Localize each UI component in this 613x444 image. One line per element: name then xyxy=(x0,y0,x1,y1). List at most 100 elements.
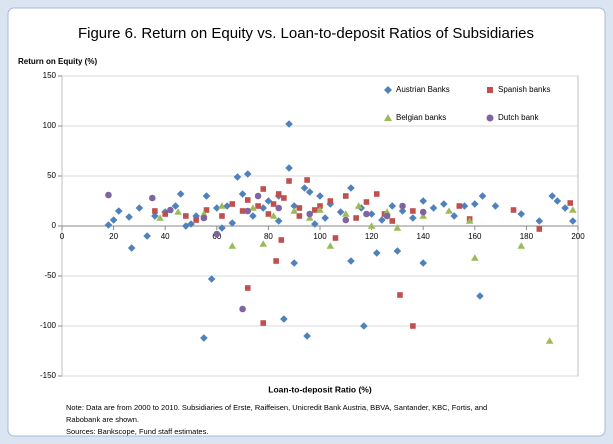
point xyxy=(244,207,252,215)
point xyxy=(419,208,427,216)
note: Note: Data are from 2000 to 2010. Subsid… xyxy=(66,403,487,412)
point xyxy=(125,213,133,221)
point xyxy=(347,184,355,192)
point xyxy=(342,216,350,224)
chart-area xyxy=(7,7,606,437)
point xyxy=(290,202,298,210)
legend-label: Austrian Banks xyxy=(396,85,450,94)
point xyxy=(264,197,273,205)
chart-title: Figure 6. Return on Equity vs. Loan-to-d… xyxy=(78,25,534,42)
point xyxy=(429,204,438,212)
point xyxy=(200,210,208,217)
point xyxy=(303,332,311,340)
point xyxy=(553,197,562,205)
point xyxy=(363,199,370,205)
point xyxy=(239,208,246,214)
point xyxy=(567,200,574,206)
point xyxy=(249,212,257,220)
point xyxy=(410,208,416,214)
point xyxy=(450,212,458,220)
point xyxy=(202,192,211,200)
point xyxy=(517,242,526,249)
point xyxy=(213,230,221,238)
legend-label: Dutch bank xyxy=(498,113,539,122)
point xyxy=(274,217,283,225)
point xyxy=(312,207,318,213)
point xyxy=(471,200,479,208)
point xyxy=(259,204,268,212)
legend-label: Spanish banks xyxy=(498,85,550,94)
point xyxy=(286,178,292,184)
point xyxy=(105,191,112,199)
x-tick-label: 140 xyxy=(417,232,431,241)
point xyxy=(367,210,376,218)
point xyxy=(306,210,313,218)
point xyxy=(127,244,136,252)
point xyxy=(238,190,247,198)
point xyxy=(296,205,303,211)
point xyxy=(281,195,287,201)
point xyxy=(254,192,262,200)
point xyxy=(383,212,391,220)
point xyxy=(311,220,319,228)
point xyxy=(545,337,554,344)
point xyxy=(316,206,324,213)
point xyxy=(193,217,199,223)
point xyxy=(176,190,185,198)
point xyxy=(265,211,272,217)
legend-label: Belgian banks xyxy=(396,113,446,122)
point xyxy=(270,201,277,207)
point xyxy=(228,242,237,249)
legend-marker xyxy=(486,114,494,122)
point xyxy=(135,204,144,212)
point xyxy=(326,242,335,249)
point xyxy=(233,173,242,181)
point xyxy=(327,198,334,204)
point xyxy=(171,202,180,210)
point xyxy=(174,208,182,215)
point xyxy=(109,216,118,224)
point xyxy=(336,208,345,216)
point xyxy=(398,207,407,215)
point xyxy=(419,212,427,219)
point xyxy=(219,213,225,219)
point xyxy=(399,202,406,210)
note: Sources: Bankscope, Fund staff estimates… xyxy=(66,427,208,436)
point xyxy=(317,203,323,209)
point xyxy=(104,221,113,229)
y-tick-label: -100 xyxy=(40,321,57,330)
point xyxy=(378,216,386,224)
y-tick-label: 0 xyxy=(52,221,57,230)
point xyxy=(285,120,293,128)
point xyxy=(183,213,189,219)
point xyxy=(569,206,577,213)
point xyxy=(218,202,226,209)
point xyxy=(316,192,324,200)
point xyxy=(296,213,303,219)
y-tick-label: 150 xyxy=(43,71,57,80)
point xyxy=(456,203,463,209)
point xyxy=(536,226,543,232)
point xyxy=(200,334,208,342)
point xyxy=(347,257,355,265)
point xyxy=(409,214,417,222)
y-tick-label: -50 xyxy=(44,271,56,280)
point xyxy=(548,192,556,200)
x-tick-label: 120 xyxy=(365,232,379,241)
point xyxy=(260,320,267,326)
legend-marker xyxy=(384,114,392,121)
point xyxy=(389,218,396,224)
point xyxy=(259,240,268,247)
point xyxy=(465,217,474,224)
point xyxy=(228,219,237,227)
point xyxy=(342,210,350,217)
note: Rabobank are shown. xyxy=(66,415,139,424)
point xyxy=(393,247,402,255)
point xyxy=(397,292,403,298)
point xyxy=(156,214,164,221)
point xyxy=(149,194,156,202)
point xyxy=(207,275,216,283)
point xyxy=(275,204,283,212)
x-tick-label: 40 xyxy=(161,232,170,241)
